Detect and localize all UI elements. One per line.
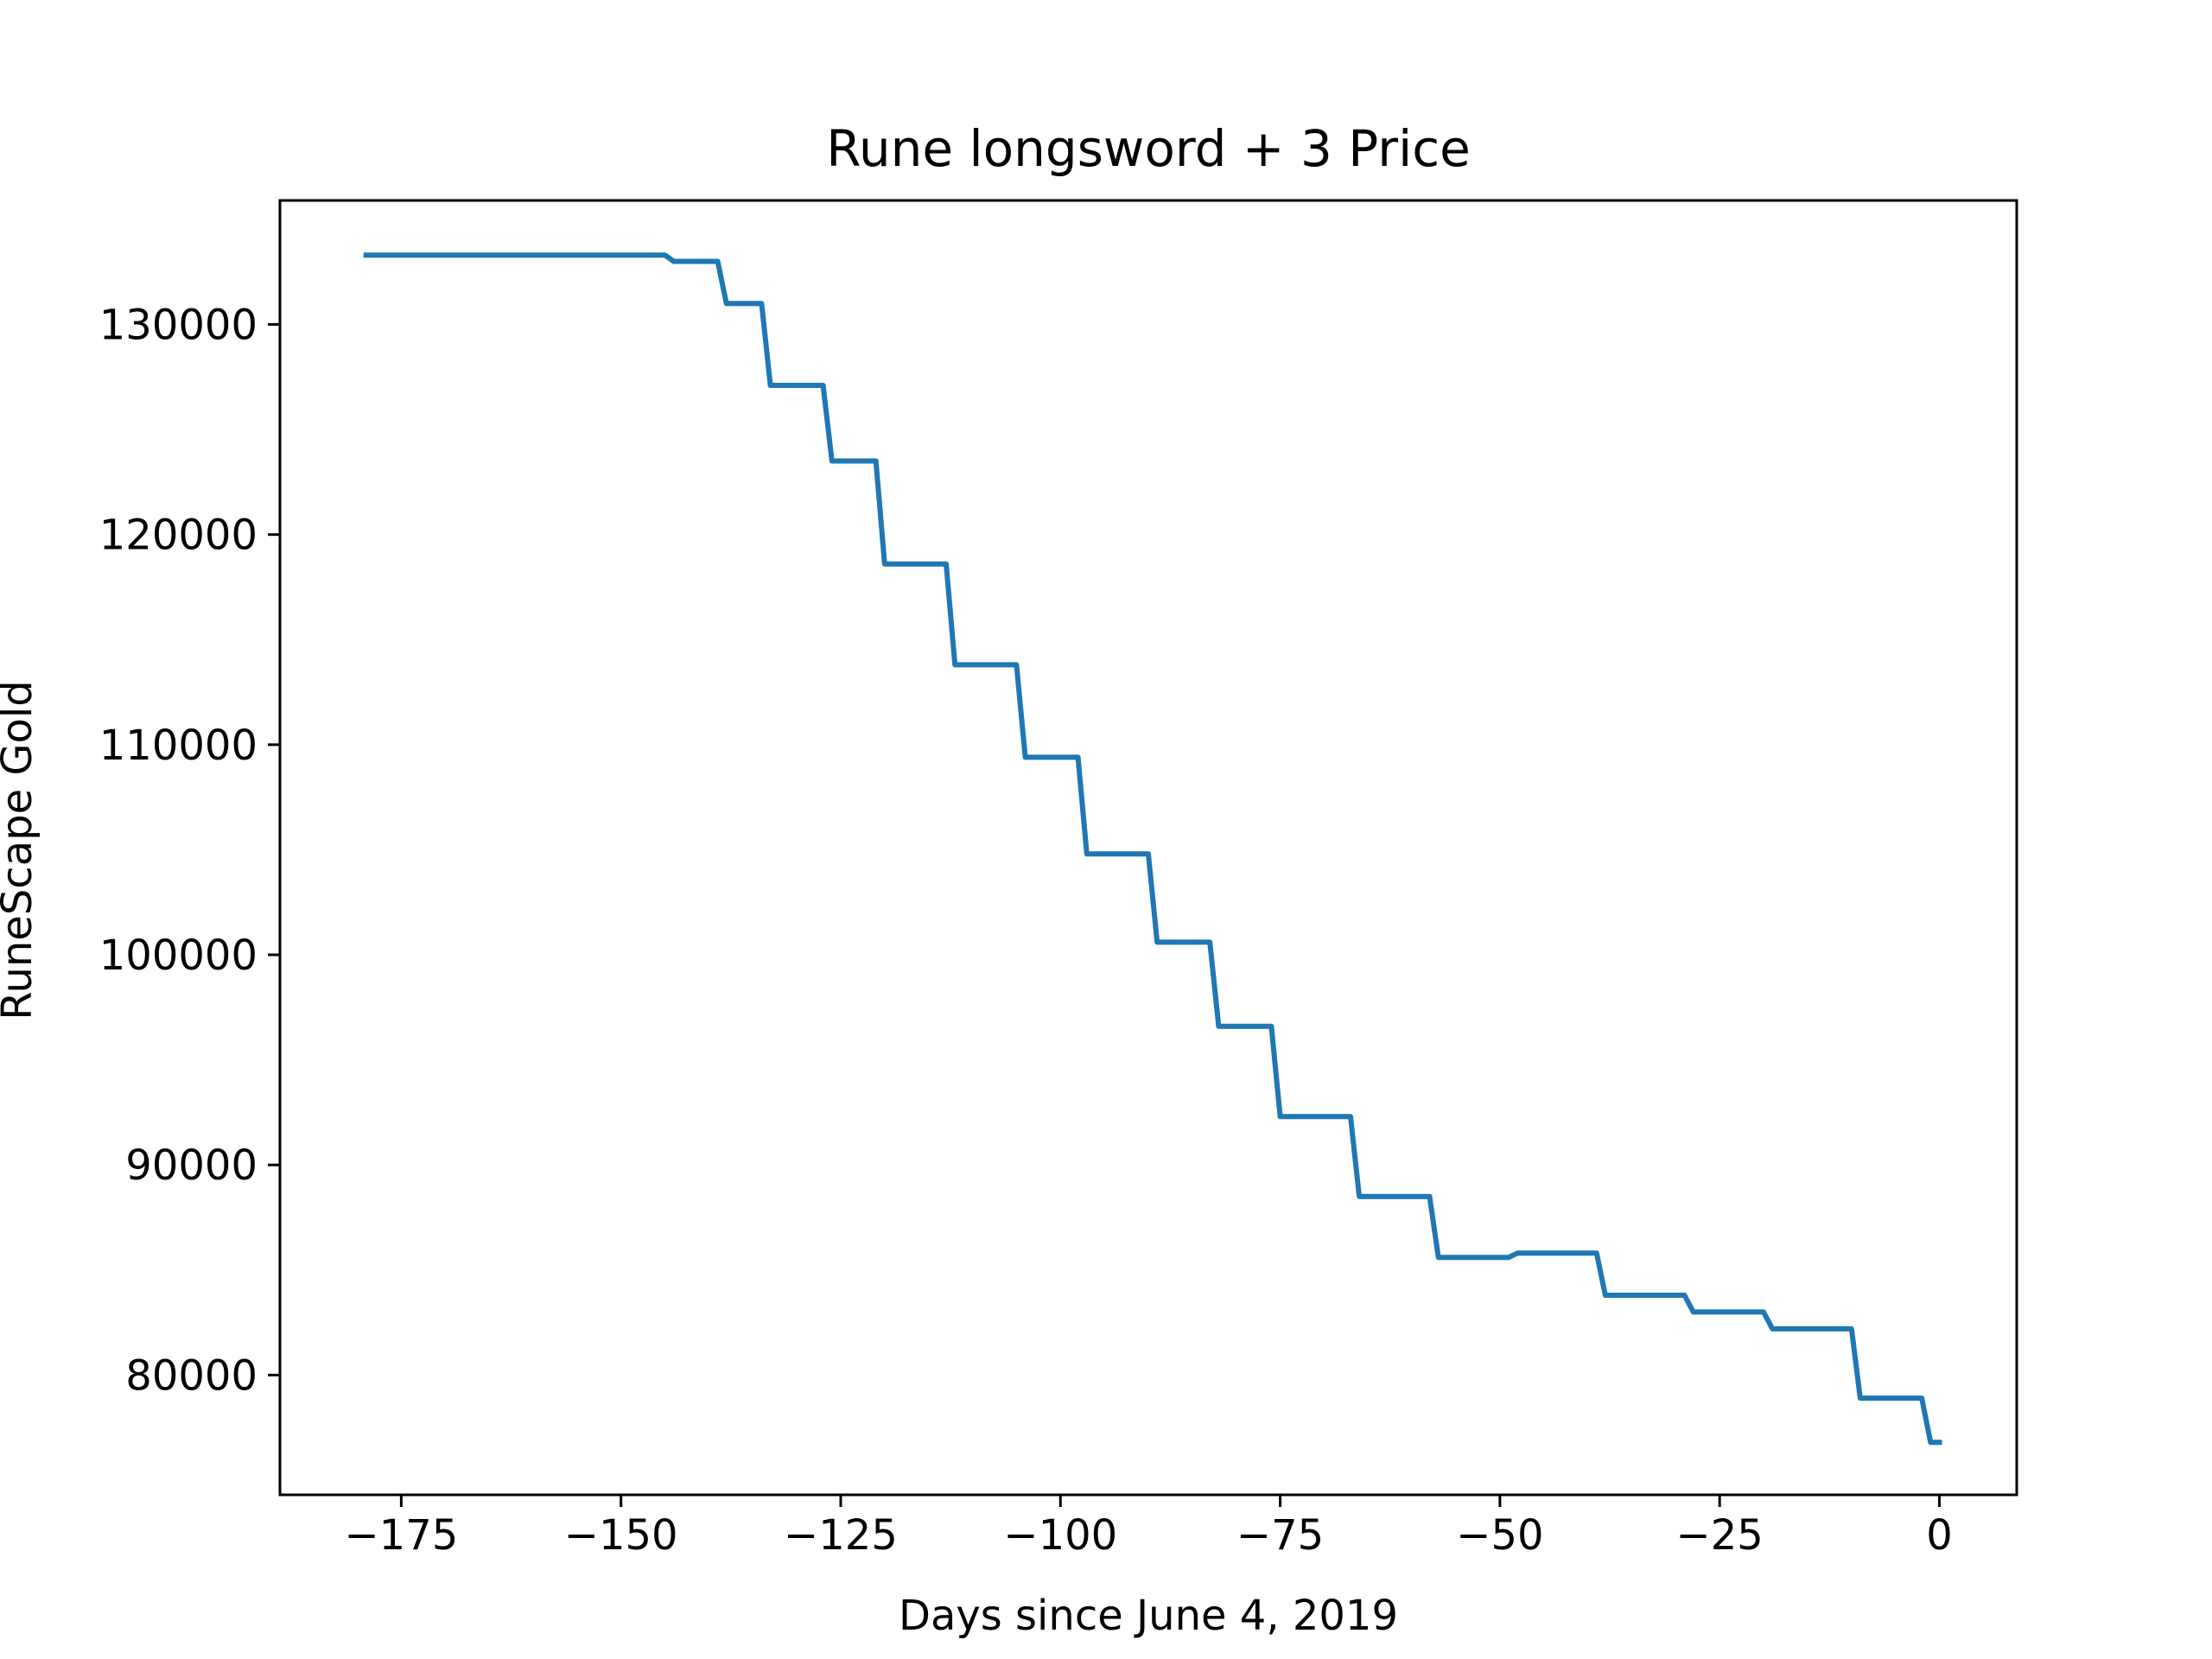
x-axis-label: Days since June 4, 2019 bbox=[899, 1592, 1398, 1640]
y-tick-label: 120000 bbox=[99, 512, 257, 560]
y-tick-label: 80000 bbox=[125, 1351, 257, 1400]
plot-area: −175 −150 −125 −100 −75 −50 −25 0 80000 90000 1000… bbox=[99, 199, 2018, 1560]
y-tick-label: 110000 bbox=[99, 721, 257, 770]
series-line-0 bbox=[363, 252, 1942, 1446]
y-tick-label: 130000 bbox=[99, 301, 257, 349]
x-tick-label: −125 bbox=[784, 1511, 898, 1560]
x-tick-label: −75 bbox=[1236, 1511, 1324, 1560]
x-tick-label: −175 bbox=[344, 1511, 458, 1560]
x-tick-label: −50 bbox=[1456, 1511, 1543, 1560]
y-tick-label: 100000 bbox=[99, 931, 257, 980]
y-axis-label: RuneScape Gold bbox=[0, 680, 41, 1020]
chart-title: Rune longsword + 3 Price bbox=[826, 119, 1471, 178]
x-tick-label: −100 bbox=[1003, 1511, 1117, 1560]
x-tick-label: −25 bbox=[1676, 1511, 1764, 1560]
y-tick-label: 90000 bbox=[125, 1141, 257, 1190]
x-tick-label: 0 bbox=[1926, 1511, 1953, 1560]
plot-frame bbox=[278, 199, 2018, 1497]
x-tick-label: −150 bbox=[564, 1511, 678, 1560]
